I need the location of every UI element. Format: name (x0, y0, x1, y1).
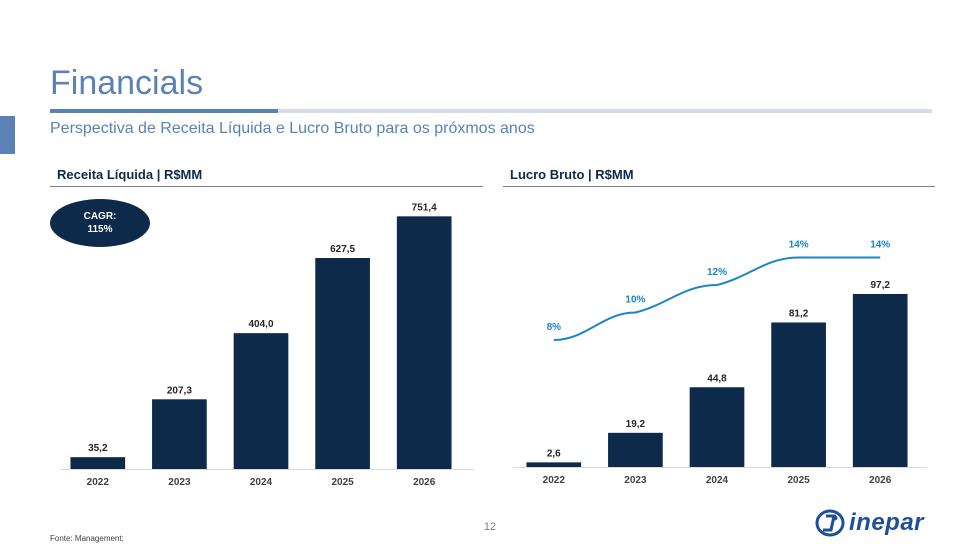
page-number: 12 (483, 521, 497, 533)
x-tick-label-2025: 2025 (787, 475, 810, 486)
title-divider (50, 109, 932, 113)
page-title: Financials (50, 64, 204, 102)
gross-profit-bar-chart: 2,6 2022 19,2 2023 44,8 2024 81,2 2025 97,2 2026 8… (513, 240, 927, 486)
revenue-bar-chart: 35,2 2022 207,3 2023 404,0 2024 627,5 2025 751,4… (60, 202, 474, 488)
x-tick-label-2025: 2025 (331, 477, 354, 488)
bar-2026 (396, 216, 452, 469)
margin-label-2023: 10% (625, 295, 645, 306)
cagr-badge: CAGR: 115% (50, 199, 150, 247)
bar-2022 (526, 462, 582, 467)
bar-2023 (152, 399, 207, 469)
margin-label-2022: 8% (547, 322, 562, 333)
bar-2023 (608, 432, 663, 467)
bar-2026 (852, 293, 908, 467)
page-subtitle: Perspectiva de Receita Líquida e Lucro B… (50, 120, 535, 137)
title-divider-accent (50, 109, 278, 113)
bar-value-label-2025: 81,2 (789, 308, 809, 319)
side-accent-tab (0, 116, 15, 154)
x-tick-label-2022: 2022 (543, 475, 566, 486)
x-tick-label-2024: 2024 (250, 477, 273, 488)
x-tick-label-2024: 2024 (706, 475, 729, 486)
x-tick-label-2023: 2023 (168, 477, 191, 488)
bar-value-label-2026: 751,4 (412, 202, 437, 213)
bar-value-label-2023: 19,2 (626, 419, 646, 430)
bar-2022 (70, 457, 126, 469)
cagr-label: CAGR: (83, 211, 117, 222)
bar-value-label-2024: 404,0 (248, 319, 273, 330)
bar-value-label-2022: 35,2 (88, 443, 108, 454)
revenue-chart-title: Receita Líquida | R$MM (50, 167, 483, 187)
bar-2025 (771, 322, 826, 467)
inepar-logo-icon (815, 509, 845, 537)
cagr-value: 115% (87, 224, 113, 235)
bar-2024 (689, 387, 745, 467)
bar-value-label-2022: 2,6 (547, 448, 561, 459)
bar-value-label-2026: 97,2 (870, 280, 890, 291)
x-tick-label-2026: 2026 (413, 477, 436, 488)
gross-profit-chart-title: Lucro Bruto | R$MM (503, 167, 935, 187)
bar-value-label-2025: 627,5 (330, 244, 355, 255)
margin-label-2025: 14% (789, 240, 809, 251)
margin-label-2024: 12% (707, 267, 727, 278)
bar-2024 (233, 333, 289, 469)
margin-label-2026: 14% (870, 240, 890, 251)
inepar-logo: inepar (815, 506, 924, 540)
x-tick-label-2026: 2026 (869, 475, 892, 486)
source-note: Fonte: Management; (50, 534, 124, 543)
margin-line (553, 256, 881, 341)
x-tick-label-2023: 2023 (624, 475, 647, 486)
x-tick-label-2022: 2022 (87, 477, 110, 488)
inepar-logo-text: inepar (849, 509, 925, 536)
bar-value-label-2023: 207,3 (167, 385, 192, 396)
bar-2025 (315, 258, 370, 469)
bar-value-label-2024: 44,8 (707, 373, 727, 384)
